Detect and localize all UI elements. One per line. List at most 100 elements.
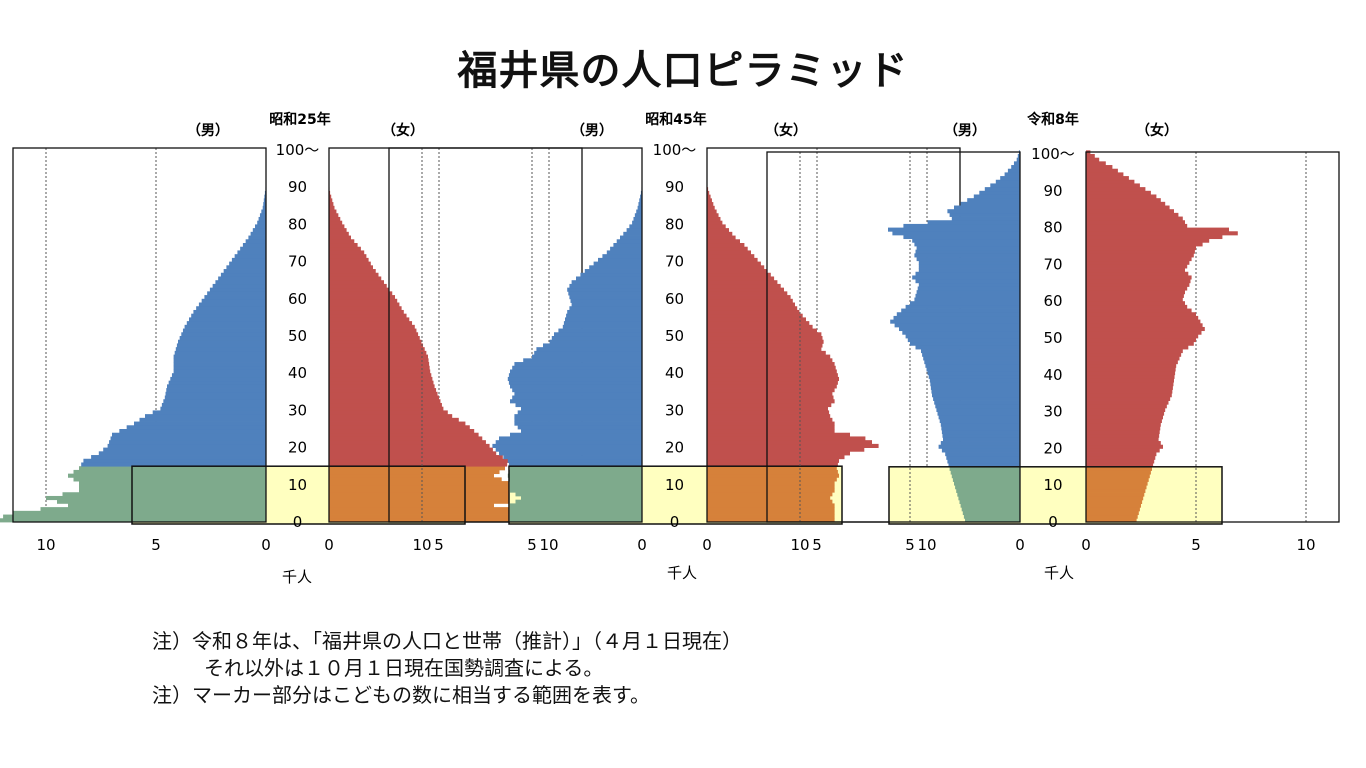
male-bar [165,391,266,396]
male-bar [925,363,1020,368]
female-bar [329,466,505,471]
male-bar [73,469,266,475]
male-bar [164,395,266,400]
footnotes: 注）令和８年は、「福井県の人口と世帯（推計）」（４月１日現在） それ以外は１０月… [152,628,742,709]
female-bar [707,243,745,248]
male-bar [952,477,1020,482]
female-bar [329,272,379,277]
female-bar [1086,257,1192,262]
male-bar [958,496,1020,501]
age-tick-label: 30 [665,401,684,419]
female-bar [707,272,771,277]
female-bar [707,239,740,244]
female-bar [329,336,420,341]
female-bar [329,313,407,318]
male-bar [916,290,1020,295]
female-bar [707,287,784,292]
female-bar [1086,371,1176,376]
male-bar [226,265,266,270]
female-bar [329,462,508,467]
male-bar [510,432,642,437]
male-bar [79,481,266,486]
male-bar [939,418,1020,424]
male-bar [563,321,642,326]
female-bar [707,324,813,329]
female-bar [1086,157,1100,162]
female-bar [1086,492,1145,497]
female-bar [329,265,373,270]
female-bar [1086,345,1189,350]
female-bar [1086,385,1173,390]
male-bar [173,358,266,363]
female-plot-frame [1085,151,1340,523]
male-bar [512,388,642,393]
female-label: （女） [1136,122,1178,139]
female-bar [1086,168,1118,173]
female-bar [707,414,831,419]
female-bar [707,447,865,452]
male-bar [938,444,1020,449]
male-bar [570,298,642,303]
male-bar [569,306,642,311]
female-bar [329,514,560,519]
male-bar [510,518,642,523]
x-tick-label: 10 [412,536,431,554]
x-tick-label: 0 [324,536,334,554]
male-bar [941,430,1020,435]
male-bar [932,393,1020,398]
male-bar [955,485,1020,490]
x-tick-label: 10 [36,536,55,554]
female-bar [329,484,513,489]
male-bar [965,518,1020,523]
male-bar [495,447,642,452]
male-bar [201,298,266,303]
male-bar [566,313,642,318]
male-bar [914,297,1020,302]
male-bar [910,341,1020,346]
age-tick-label: 10 [665,476,684,494]
female-bar [707,488,835,493]
female-bar [1086,268,1185,273]
female-bar [1086,389,1173,394]
female-bar [1086,293,1184,298]
female-bar [329,436,483,441]
age-tick-label: 40 [288,364,307,382]
female-bar [707,503,835,508]
male-bar [956,488,1020,493]
female-bar [707,365,836,370]
male-bar [576,276,642,281]
age-tick-label: 60 [288,290,307,308]
female-bar [1086,485,1147,490]
female-bar [329,388,437,393]
female-bar [1086,422,1161,427]
male-bar [510,503,642,508]
male-bar [507,473,642,478]
male-bar [633,216,642,222]
female-bar [329,481,510,486]
male-bar [245,239,266,244]
female-bar [707,298,793,303]
male-bar [495,440,642,445]
male-bar [181,332,266,337]
female-bar [707,373,838,378]
male-bar [933,396,1020,401]
female-bar [707,417,833,422]
female-bar [707,402,832,408]
male-bar [510,481,642,486]
x-tick-label: 10 [539,536,558,554]
female-bar [329,250,365,255]
female-bar [707,518,835,523]
age-tick-label: 90 [288,178,307,196]
male-bar [510,510,642,515]
female-bar [1086,161,1106,166]
male-bar [68,473,266,478]
male-bar [510,507,642,512]
female-bar [329,495,527,501]
age-tick-label: 80 [288,215,307,233]
female-bar [1086,315,1199,320]
male-bar [218,276,266,281]
x-tick-label: 5 [905,536,915,554]
female-bar [1086,154,1095,159]
female-bar [329,518,571,523]
page-title: 福井県の人口ピラミッド [457,48,909,94]
